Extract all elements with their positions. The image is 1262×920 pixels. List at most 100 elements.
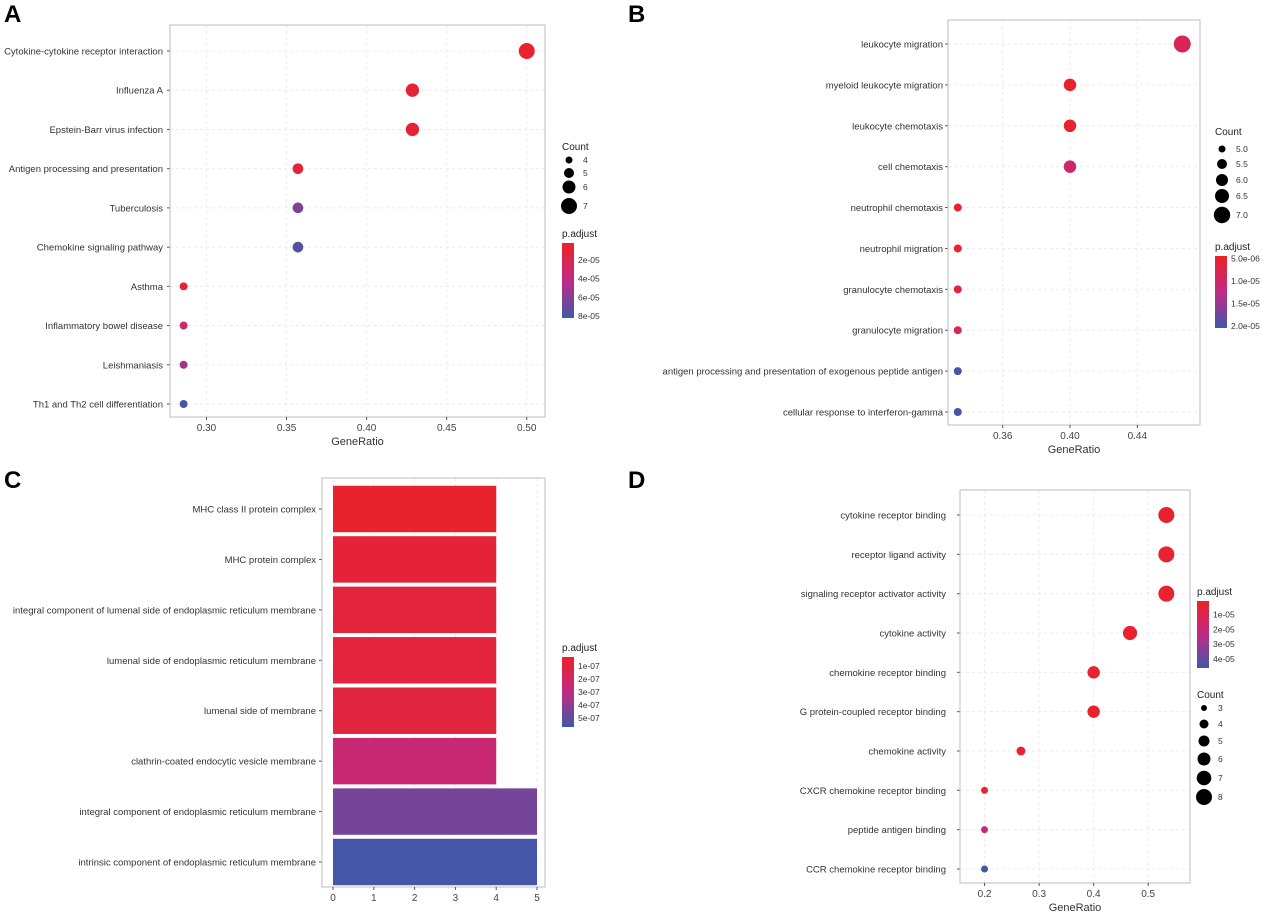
size-legend-label: 4 <box>1218 719 1223 729</box>
x-tick-label: 0.50 <box>517 423 537 434</box>
data-point <box>953 408 962 416</box>
size-legend-dot <box>565 156 573 164</box>
size-legend-label: 5 <box>583 168 588 178</box>
data-point <box>1063 160 1077 173</box>
category-label: Inflammatory bowel disease <box>45 321 163 332</box>
size-legend-dot <box>1218 145 1226 153</box>
category-label: neutrophil migration <box>860 244 943 255</box>
x-tick-label: 0.4 <box>1087 889 1101 900</box>
data-point <box>1158 507 1175 523</box>
size-legend-dot <box>1215 189 1229 203</box>
data-point <box>953 203 962 212</box>
category-label: cytokine activity <box>879 629 946 640</box>
plot-frame <box>169 24 546 418</box>
size-legend-dot <box>1196 789 1212 805</box>
x-tick-label: 0.35 <box>277 423 297 434</box>
x-axis-title: GeneRatio <box>331 436 384 448</box>
category-label: Asthma <box>131 282 164 293</box>
panel-letter: C <box>4 467 21 494</box>
category-label: chemokine receptor binding <box>829 668 946 679</box>
category-label: neutrophil chemotaxis <box>851 203 944 214</box>
size-legend-dot <box>1196 770 1212 786</box>
x-axis-title: GeneRatio <box>1049 902 1102 914</box>
x-tick-label: 0.36 <box>993 431 1013 442</box>
size-legend-label: 6 <box>583 182 588 192</box>
category-label: cell chemotaxis <box>878 162 943 173</box>
size-legend-label: 5.5 <box>1236 159 1248 169</box>
panel-letter: D <box>628 467 645 494</box>
category-label: myeloid leukocyte migration <box>826 80 943 91</box>
data-point <box>1122 625 1138 641</box>
x-tick-label: 4 <box>493 893 499 904</box>
category-label: Leishmaniasis <box>103 360 163 371</box>
data-point <box>1158 546 1175 563</box>
data-point <box>405 83 420 97</box>
size-legend-dot <box>561 198 577 214</box>
size-legend-dot <box>1201 705 1207 711</box>
plot-frame <box>947 19 1201 426</box>
color-legend-label: 5e-07 <box>578 713 600 723</box>
category-label: clathrin-coated endocytic vesicle membra… <box>131 757 316 768</box>
data-point <box>1173 35 1191 53</box>
color-legend-label: 5.0e-06 <box>1231 253 1260 263</box>
data-point <box>179 321 188 330</box>
size-legend-dot <box>1197 752 1211 766</box>
color-legend-label: 2e-05 <box>1213 624 1235 634</box>
size-legend-label: 7 <box>1218 773 1223 783</box>
x-tick-label: 0.2 <box>978 889 992 900</box>
color-legend-title: p.adjust <box>1197 587 1232 598</box>
data-point <box>981 786 989 794</box>
panel-letter: B <box>628 1 645 28</box>
size-legend-label: 6.0 <box>1236 175 1248 185</box>
category-label: Influenza A <box>116 86 164 97</box>
category-label: antigen processing and presentation of e… <box>663 367 943 378</box>
data-point <box>405 122 420 137</box>
x-tick-label: 0 <box>330 893 336 904</box>
data-point <box>179 360 188 369</box>
data-point <box>953 285 962 294</box>
data-point <box>292 163 304 175</box>
data-point <box>518 43 535 59</box>
x-tick-label: 5 <box>534 893 540 904</box>
color-legend-label: 1.5e-05 <box>1231 298 1260 308</box>
data-point <box>1016 746 1026 756</box>
plot-frame <box>959 489 1191 884</box>
color-legend-label: 1.0e-05 <box>1231 276 1260 286</box>
size-legend-label: 6.5 <box>1236 191 1248 201</box>
category-label: MHC protein complex <box>225 555 317 566</box>
category-label: CCR chemokine receptor binding <box>806 865 946 876</box>
color-legend-title: p.adjust <box>1215 242 1250 253</box>
color-legend-label: 4e-07 <box>578 700 600 710</box>
category-label: CXCR chemokine receptor binding <box>800 786 946 797</box>
bar <box>333 485 497 533</box>
size-legend-dot <box>1217 159 1227 169</box>
size-legend-label: 7.0 <box>1236 210 1248 220</box>
data-point <box>179 400 188 408</box>
x-tick-label: 0.3 <box>1032 889 1046 900</box>
x-tick-label: 2 <box>412 893 418 904</box>
data-point <box>1158 585 1175 602</box>
size-legend-label: 4 <box>583 155 588 165</box>
size-legend-title: Count <box>1197 690 1224 701</box>
data-point <box>953 367 962 376</box>
size-legend-title: Count <box>1215 127 1242 138</box>
color-legend-label: 8e-05 <box>578 311 600 321</box>
data-point <box>953 326 962 335</box>
color-legend-label: 3e-07 <box>578 687 600 697</box>
category-label: leukocyte migration <box>861 40 943 51</box>
size-legend-dot <box>1199 719 1209 729</box>
color-legend-bar <box>562 243 574 318</box>
data-point <box>179 282 188 291</box>
data-point <box>292 202 304 214</box>
category-label: chemokine activity <box>868 747 946 758</box>
size-legend-dot <box>562 180 576 194</box>
size-legend-label: 7 <box>583 201 588 211</box>
category-label: integral component of endoplasmic reticu… <box>79 807 316 818</box>
panel-a: A Cytokine-cytokine receptor interaction I… <box>4 1 600 448</box>
category-label: peptide antigen binding <box>848 825 946 836</box>
bar <box>333 838 537 886</box>
bar <box>333 637 497 684</box>
